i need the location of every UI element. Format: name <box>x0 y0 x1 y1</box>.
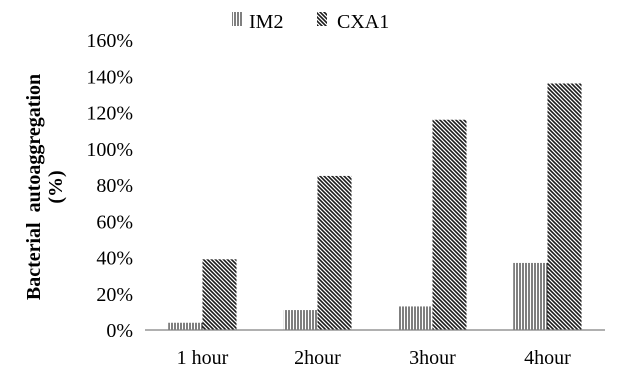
y-axis-ticks: 0% 20% 40% 60% 80% 100% 120% 140% 160% <box>86 30 133 342</box>
bar-im2-2 <box>398 306 433 330</box>
legend-label-im2: IM2 <box>249 11 283 33</box>
x-tick-label: 1 hour <box>177 347 229 369</box>
bar-im2-3 <box>513 262 548 330</box>
bar-cxa1-0 <box>202 259 237 330</box>
y-tick-label: 80% <box>96 175 133 197</box>
y-tick-label: 120% <box>86 103 133 125</box>
x-axis-ticks: 1 hour 2hour 3hour 4hour <box>177 347 572 369</box>
y-axis-title-line1: Bacterial autoaggregation <box>23 74 45 300</box>
y-tick-label: 0% <box>106 320 133 342</box>
bar-cxa1-3 <box>547 83 582 330</box>
legend-swatch-cxa1 <box>317 12 327 26</box>
x-tick-label: 3hour <box>409 347 456 369</box>
legend-swatch-im2 <box>232 12 242 26</box>
y-tick-label: 100% <box>86 139 133 161</box>
legend: IM2 CXA1 <box>232 11 389 33</box>
y-tick-label: 40% <box>96 248 133 270</box>
bar-cxa1-2 <box>432 119 467 330</box>
bars <box>168 83 582 330</box>
legend-label-cxa1: CXA1 <box>337 11 389 33</box>
x-tick-label: 4hour <box>524 347 571 369</box>
bar-im2-1 <box>283 310 318 330</box>
y-tick-label: 140% <box>86 66 133 88</box>
bar-cxa1-1 <box>317 175 352 330</box>
y-axis-title-line2: (%) <box>45 170 67 203</box>
y-tick-label: 60% <box>96 211 133 233</box>
x-tick-label: 2hour <box>294 347 341 369</box>
y-tick-label: 160% <box>86 30 133 52</box>
y-tick-label: 20% <box>96 284 133 306</box>
bar-im2-0 <box>168 322 203 330</box>
y-axis-title: Bacterial autoaggregation (%) <box>23 74 67 300</box>
